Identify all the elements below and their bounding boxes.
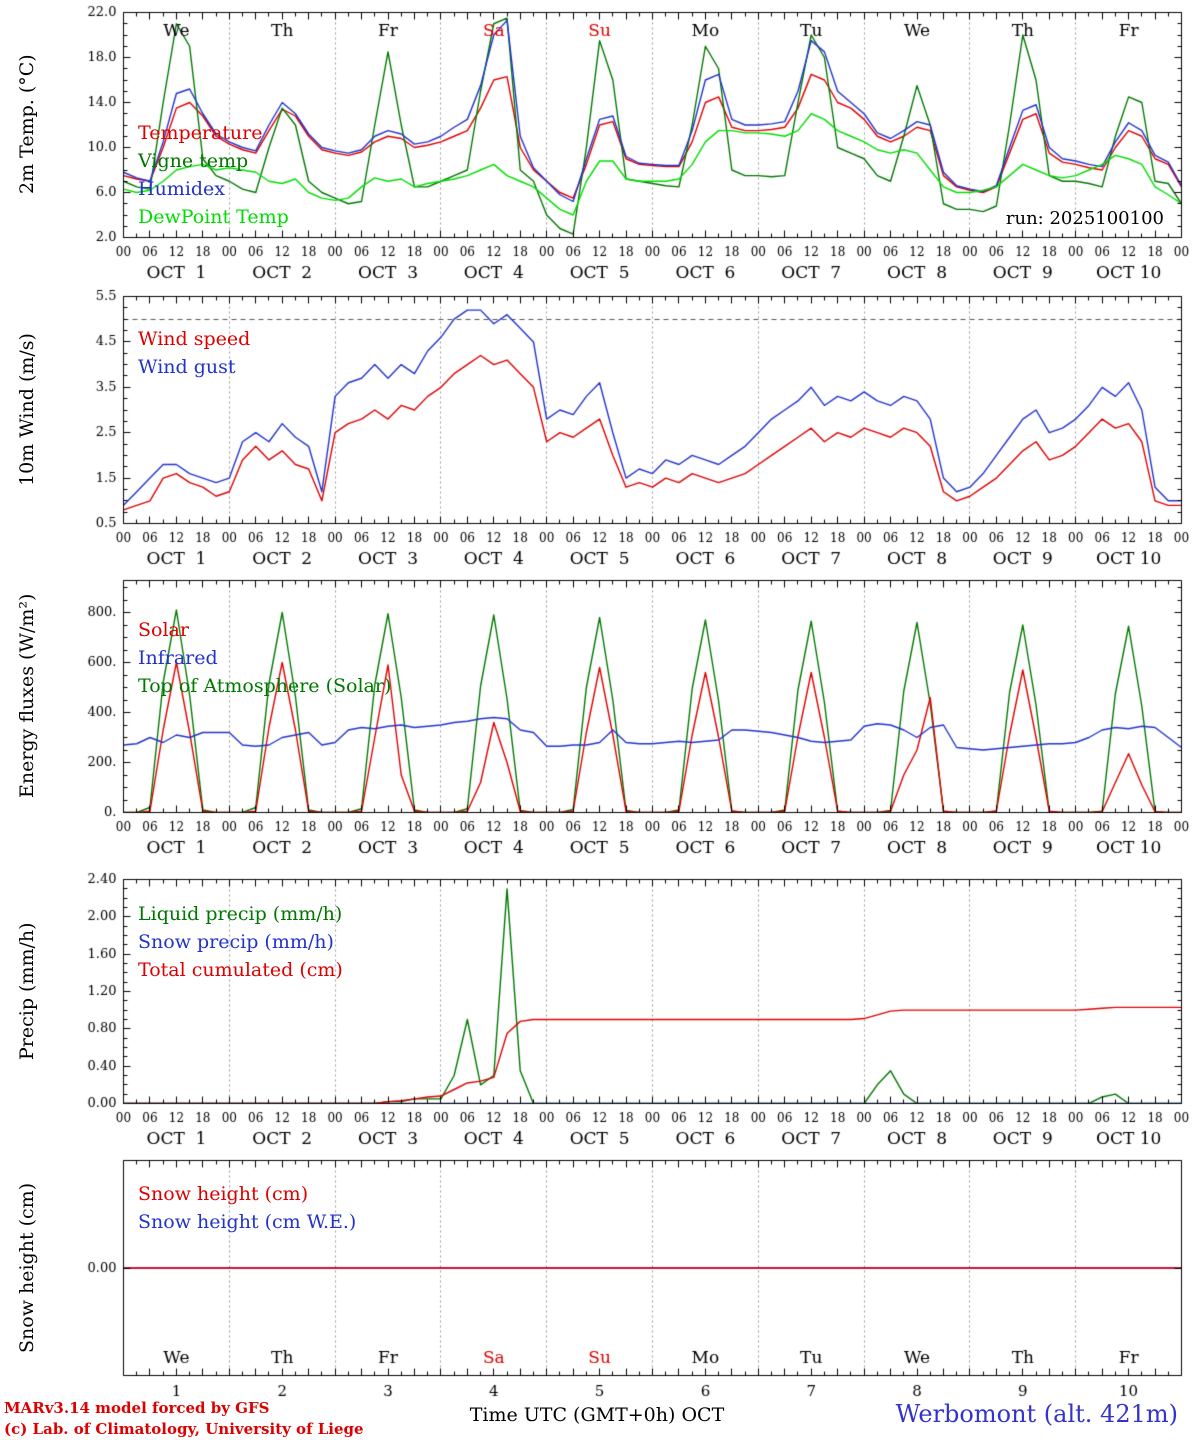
run-label: run: 2025100100 — [1005, 208, 1164, 229]
legend-precip: Liquid precip (mm/h) Snow precip (mm/h) To… — [138, 900, 343, 984]
legend-vigne-temp: Vigne temp — [138, 150, 249, 172]
x-axis-title: Time UTC (GMT+0h) OCT — [469, 1404, 725, 1426]
legend-solar: Solar — [138, 619, 189, 641]
footer-model-credit: MARv3.14 model forced by GFS — [4, 1399, 270, 1417]
legend-snow-height-cm: Snow height (cm) — [138, 1183, 309, 1205]
y-axis-title-snow: Snow height (cm) — [16, 1182, 38, 1353]
legend-dewpoint-temp: DewPoint Temp — [138, 206, 289, 228]
legend-temperature: Temperature Vigne temp Humidex DewPoint Tem… — [138, 119, 289, 231]
y-axis-title-wind: 10m Wind (m/s) — [16, 333, 38, 486]
legend-liquid-precip-mm-h: Liquid precip (mm/h) — [138, 903, 343, 925]
y-axis-title-temperature: 2m Temp. (°C) — [16, 54, 38, 195]
legend-snow-height-cm-w-e: Snow height (cm W.E.) — [138, 1211, 357, 1233]
legend-wind-speed: Wind speed — [138, 328, 251, 350]
legend-wind-gust: Wind gust — [138, 356, 236, 378]
footer-lab-credit: (c) Lab. of Climatology, University of L… — [4, 1420, 364, 1438]
legend-total-cumulated-cm: Total cumulated (cm) — [138, 959, 343, 981]
y-axis-title-precip: Precip (mm/h) — [16, 922, 38, 1060]
footer-credits: MARv3.14 model forced by GFS (c) Lab. of… — [4, 1398, 364, 1440]
legend-top-of-atmosphere-solar: Top of Atmosphere (Solar) — [138, 675, 392, 697]
legend-energy: Solar Infrared Top of Atmosphere (Solar) — [138, 616, 391, 700]
legend-infrared: Infrared — [138, 647, 218, 669]
legend-snow-precip-mm-h: Snow precip (mm/h) — [138, 931, 334, 953]
y-axis-title-energy: Energy fluxes (W/m²) — [16, 593, 38, 799]
legend-wind: Wind speed Wind gust — [138, 325, 250, 381]
station-label: Werbomont (alt. 421m) — [895, 1400, 1178, 1428]
legend-snow: Snow height (cm) Snow height (cm W.E.) — [138, 1180, 356, 1236]
legend-temperature: Temperature — [138, 122, 263, 144]
legend-humidex: Humidex — [138, 178, 226, 200]
